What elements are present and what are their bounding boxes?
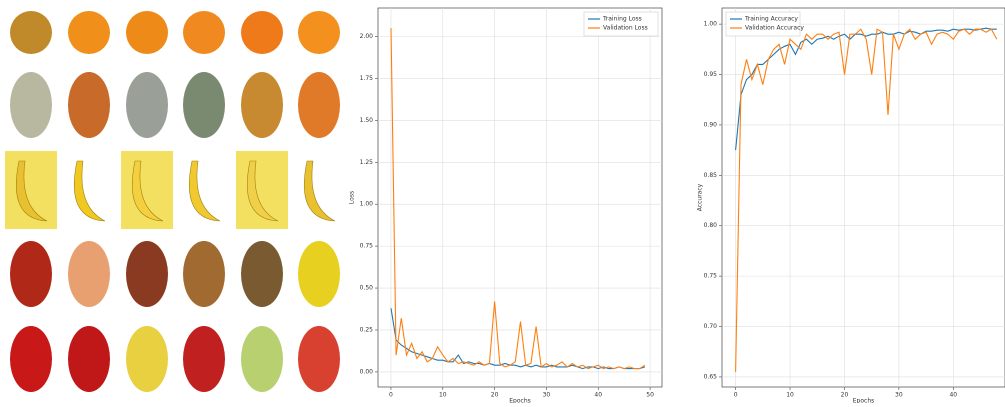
y-tick-label: 0.75 [704, 273, 718, 280]
y-axis-label: Loss [349, 191, 356, 204]
legend-label: Training Loss [602, 16, 642, 23]
fruit [68, 326, 110, 392]
fruit [126, 72, 168, 138]
x-tick-label: 20 [841, 392, 849, 399]
y-tick-label: 0.70 [704, 323, 718, 330]
fruit-image [5, 151, 57, 229]
x-tick-label: 50 [646, 392, 654, 399]
legend-label: Validation Loss [603, 25, 648, 32]
legend-label: Training Accuracy [744, 16, 798, 23]
y-tick-label: 1.50 [360, 117, 374, 124]
y-tick-label: 0.85 [704, 172, 718, 179]
x-axis-label: Epochs [509, 398, 531, 404]
y-tick-label: 2.00 [360, 33, 374, 40]
fruit [10, 326, 52, 392]
y-axis-label: Accuracy [697, 183, 704, 211]
fruit [183, 241, 225, 307]
y-tick-label: 0.90 [704, 121, 718, 128]
page: {"chart_data": [ {"type": "line", "y_lab… [0, 0, 1005, 403]
fruit [241, 241, 283, 307]
legend-label: Validation Accuracy [745, 25, 804, 32]
y-tick-label: 0.50 [360, 285, 374, 292]
fruit [298, 11, 340, 54]
y-tick-label: 0.65 [704, 373, 718, 380]
y-tick-label: 0.75 [360, 243, 374, 250]
fruit [241, 72, 283, 138]
fruit [10, 11, 52, 54]
fruit-image [236, 151, 288, 229]
fruit-image [63, 151, 115, 229]
fruit-image [121, 151, 173, 229]
y-tick-label: 1.00 [704, 21, 718, 28]
fruit [298, 241, 340, 307]
fruit [10, 72, 52, 138]
x-tick-label: 0 [734, 392, 738, 399]
y-tick-label: 0.00 [360, 368, 374, 375]
fruit-image [293, 151, 345, 229]
fruit [68, 11, 110, 54]
x-tick-label: 10 [439, 392, 447, 399]
fruit [183, 326, 225, 392]
fruit [126, 241, 168, 307]
chart: 0.00 0.25 0.50 0.75 1.00 1.25 1.50 1.75 2.00 0 10 2… [349, 8, 663, 403]
figure: 0.00 0.25 0.50 0.75 1.00 1.25 1.50 1.75 2.00 0 10 2… [0, 0, 1005, 403]
y-tick-label: 0.80 [704, 222, 718, 229]
fruit [10, 241, 52, 307]
fruit [68, 72, 110, 138]
x-tick-label: 20 [491, 392, 499, 399]
fruit [183, 72, 225, 138]
fruit [126, 326, 168, 392]
fruit [241, 326, 283, 392]
fruit [298, 326, 340, 392]
x-tick-label: 10 [786, 392, 794, 399]
y-tick-label: 0.25 [360, 326, 374, 333]
fruit-image [178, 151, 230, 229]
y-tick-label: 0.95 [704, 71, 718, 78]
y-tick-label: 1.00 [360, 201, 374, 208]
fruit [68, 241, 110, 307]
y-tick-label: 1.25 [360, 159, 374, 166]
x-tick-label: 40 [594, 392, 602, 399]
chart: 0.65 0.70 0.75 0.80 0.85 0.90 0.95 1.00 0 10 20 30 4… [697, 8, 1005, 403]
x-tick-label: 30 [543, 392, 551, 399]
fruit [126, 11, 168, 54]
fruit [241, 11, 283, 54]
fruit [183, 11, 225, 54]
x-tick-label: 30 [895, 392, 903, 399]
x-tick-label: 40 [949, 392, 957, 399]
plot-area [722, 8, 1005, 387]
y-tick-label: 1.75 [360, 75, 374, 82]
fruit [298, 72, 340, 138]
x-axis-label: Epochs [853, 398, 875, 404]
x-tick-label: 0 [389, 392, 393, 399]
